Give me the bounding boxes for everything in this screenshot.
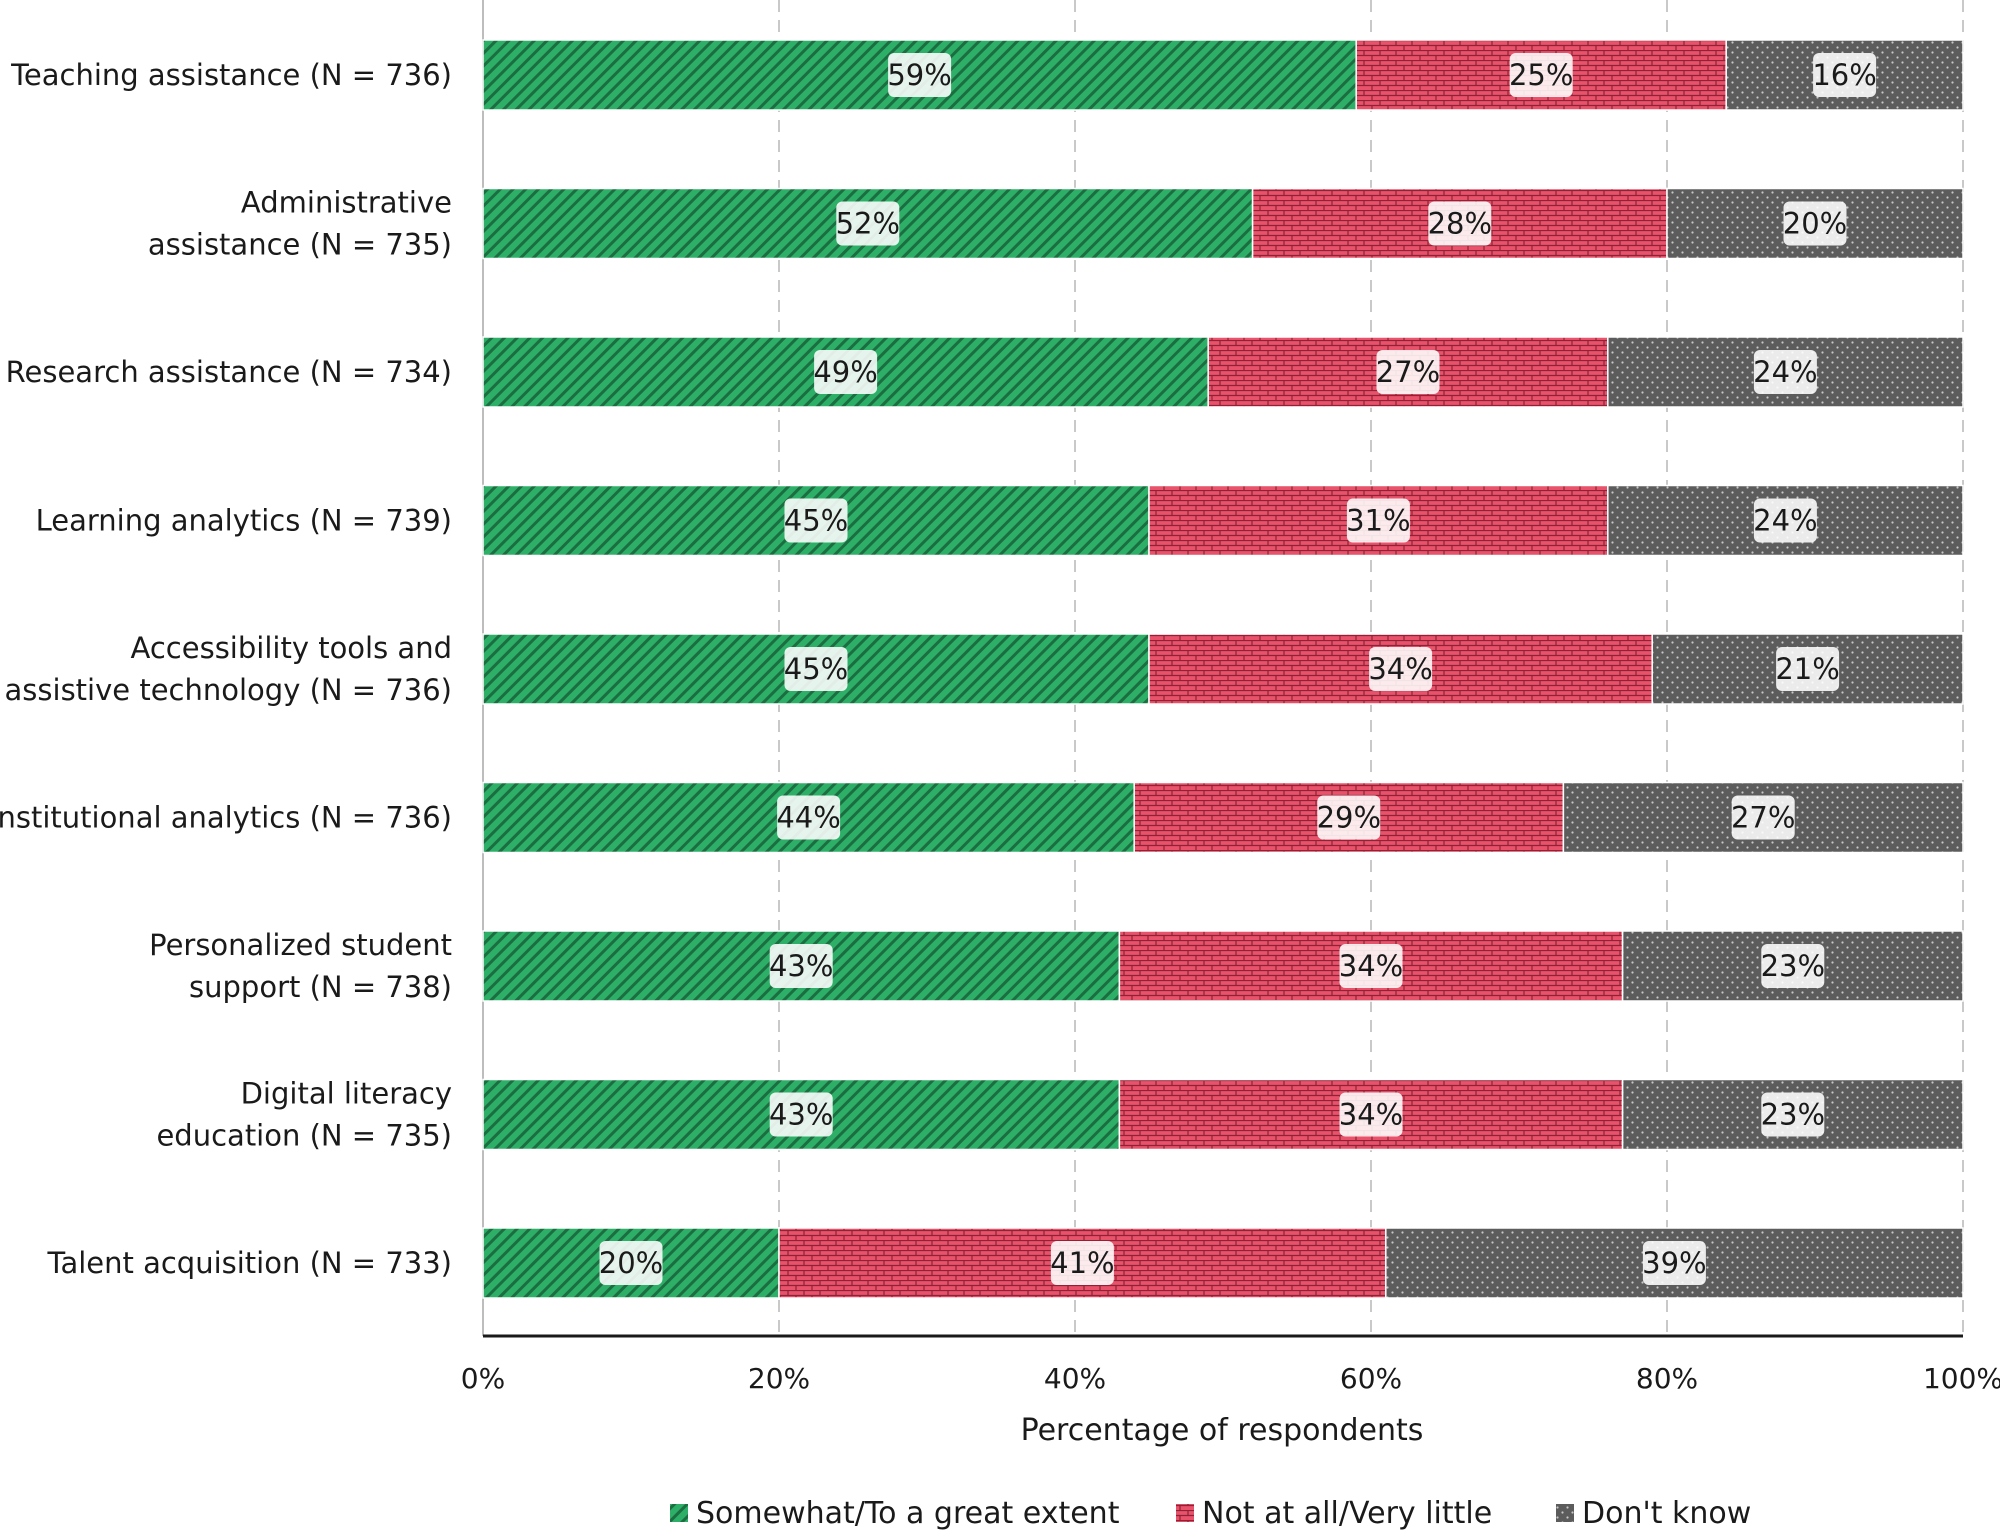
category-label: Accessibility tools and: [131, 631, 452, 665]
data-label: 43%: [769, 1098, 833, 1132]
data-label: 59%: [887, 58, 951, 92]
legend-swatch: [1176, 1504, 1194, 1522]
category-labels: Teaching assistance (N = 736) Administrat…: [0, 58, 452, 1280]
data-label: 24%: [1753, 355, 1817, 389]
data-label-bg: [769, 944, 833, 988]
data-label: 27%: [1731, 801, 1795, 835]
legend-label: Not at all/Very little: [1202, 1496, 1492, 1531]
data-label-bg: [1761, 1092, 1825, 1137]
category-label: Talent acquisition (N = 733): [47, 1246, 452, 1280]
x-tick-label: 80%: [1636, 1362, 1698, 1395]
x-axis: 0% 20% 40% 60% 80% 100%: [461, 1334, 2000, 1395]
data-labels: 59% 25% 16% 52% 28% 20% 49% 27% 24% 45% 31% 24% 45% 3…: [599, 53, 1877, 1285]
category-label: Personalized student: [149, 928, 452, 962]
data-label: 20%: [1783, 207, 1847, 241]
data-label-bg: [836, 201, 900, 246]
bar-segment: [1621, 930, 1964, 1002]
category-label: Institutional analytics (N = 736): [0, 801, 452, 835]
data-label: 25%: [1509, 58, 1573, 92]
legend: Somewhat/To a great extent Not at all/Ver…: [670, 1496, 1751, 1531]
bar-segment: [482, 633, 1150, 705]
data-label: 45%: [784, 504, 848, 538]
data-label: 20%: [599, 1246, 663, 1280]
category-label: Teaching assistance (N = 736): [10, 58, 452, 92]
data-label: 24%: [1753, 504, 1817, 538]
data-label: 44%: [776, 801, 840, 835]
data-label-bg: [888, 53, 952, 97]
data-label: 45%: [784, 652, 848, 686]
data-label: 49%: [813, 355, 877, 389]
data-label-bg: [1339, 1092, 1403, 1137]
x-tick-label: 100%: [1923, 1362, 2000, 1395]
category-label: Research assistance (N = 734): [6, 355, 452, 389]
data-label-bg: [1317, 795, 1381, 840]
data-label-bg: [814, 350, 878, 394]
data-label: 29%: [1317, 801, 1381, 835]
data-label: 34%: [1339, 1098, 1403, 1132]
data-label-bg: [1050, 1241, 1114, 1285]
data-label-bg: [769, 1092, 833, 1137]
data-label-bg: [1642, 1241, 1706, 1285]
data-label-bg: [784, 498, 848, 543]
data-label: 16%: [1812, 58, 1876, 92]
data-label-bg: [1339, 944, 1403, 988]
data-label: 27%: [1376, 355, 1440, 389]
data-label: 31%: [1346, 504, 1410, 538]
data-label: 52%: [836, 207, 900, 241]
category-label: Learning analytics (N = 739): [36, 504, 452, 538]
legend-label: Don't know: [1582, 1496, 1751, 1531]
data-label-bg: [1731, 795, 1795, 840]
bars: [482, 39, 1964, 1299]
data-label-bg: [784, 647, 848, 691]
data-label-bg: [1761, 944, 1825, 988]
data-label-bg: [1813, 53, 1877, 97]
category-label: education (N = 735): [156, 1119, 452, 1153]
category-label: assistive technology (N = 736): [5, 673, 452, 707]
data-label: 43%: [769, 949, 833, 983]
data-label-bg: [1753, 350, 1817, 394]
data-label-bg: [1346, 498, 1410, 543]
x-tick-label: 0%: [461, 1362, 505, 1395]
x-axis-title: Percentage of respondents: [1021, 1413, 1424, 1448]
x-tick-label: 60%: [1340, 1362, 1402, 1395]
data-label-bg: [1776, 647, 1840, 691]
data-label-bg: [1376, 350, 1440, 394]
data-label-bg: [599, 1241, 663, 1285]
legend-label: Somewhat/To a great extent: [696, 1496, 1120, 1531]
data-label-bg: [1428, 201, 1492, 246]
data-label-bg: [1783, 201, 1847, 246]
bar-segment: [482, 336, 1209, 408]
data-label: 21%: [1775, 652, 1839, 686]
data-label: 34%: [1339, 949, 1403, 983]
x-tick-label: 40%: [1044, 1362, 1106, 1395]
category-label: support (N = 738): [189, 970, 452, 1004]
data-label: 39%: [1642, 1246, 1706, 1280]
data-label: 41%: [1050, 1246, 1114, 1280]
data-label-bg: [777, 795, 841, 840]
data-label: 23%: [1761, 1098, 1825, 1132]
legend-swatch: [1556, 1504, 1574, 1522]
data-label-bg: [1509, 53, 1573, 97]
data-label: 34%: [1368, 652, 1432, 686]
data-label-bg: [1369, 647, 1433, 691]
category-label: assistance (N = 735): [148, 228, 452, 262]
data-label-bg: [1753, 498, 1817, 543]
x-tick-label: 20%: [748, 1362, 810, 1395]
data-label: 28%: [1428, 207, 1492, 241]
category-label: Digital literacy: [241, 1077, 452, 1111]
data-label: 23%: [1761, 949, 1825, 983]
category-label: Administrative: [241, 186, 452, 220]
legend-swatch: [670, 1504, 688, 1522]
